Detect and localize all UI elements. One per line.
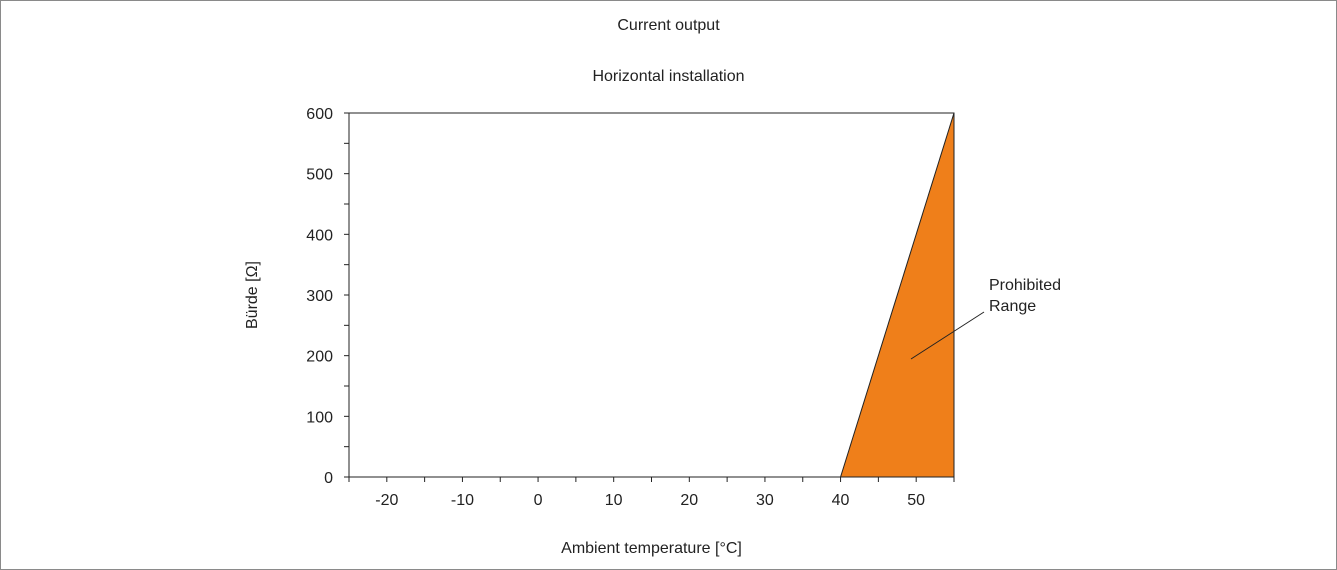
y-tick-label: 0 <box>324 470 333 487</box>
x-tick-label: 20 <box>680 492 698 509</box>
prohibited-range-label-line1: Prohibited <box>989 277 1062 294</box>
chart-title: Current output <box>617 17 720 34</box>
y-tick-label: 400 <box>306 227 333 244</box>
prohibited-range-leader <box>910 311 985 360</box>
x-tick-label: -10 <box>451 492 474 509</box>
x-tick-label: 0 <box>534 492 543 509</box>
x-tick-label: -20 <box>375 492 398 509</box>
y-tick-label: 300 <box>306 288 333 305</box>
y-tick-label: 100 <box>306 409 333 426</box>
chart-subtitle: Horizontal installation <box>592 68 745 85</box>
y-tick-label: 200 <box>306 349 333 366</box>
x-tick-label: 30 <box>756 492 774 509</box>
prohibited-range-boundary <box>840 112 955 478</box>
prohibited-range-label: Prohibited Range <box>989 275 1061 317</box>
y-tick-label: 500 <box>306 167 333 184</box>
y-tick-label: 600 <box>306 106 333 123</box>
x-axis-label: Ambient temperature [°C] <box>561 540 742 557</box>
x-tick-label: 40 <box>832 492 850 509</box>
x-tick-label: 10 <box>605 492 623 509</box>
x-tick-label: 50 <box>907 492 925 509</box>
prohibited-range-label-line2: Range <box>989 298 1037 315</box>
